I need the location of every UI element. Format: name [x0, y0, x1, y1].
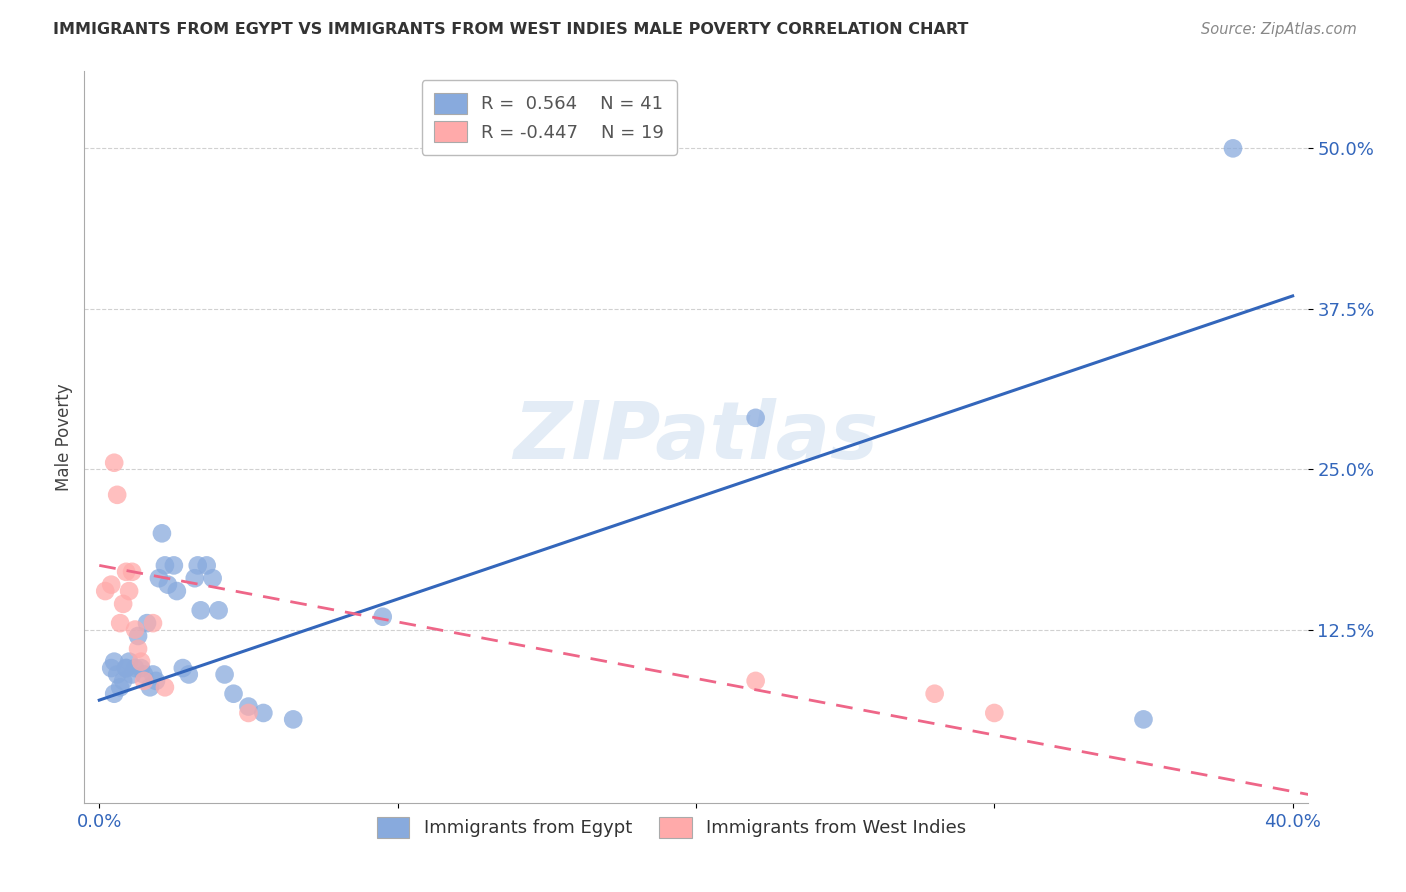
Point: [136, 616, 159, 631]
Point: [150, 526, 173, 541]
Point: [103, 655, 125, 669]
Point: [94, 584, 117, 599]
Point: [124, 661, 146, 675]
Point: [184, 571, 207, 585]
Point: [132, 673, 155, 688]
Point: [108, 681, 131, 695]
Point: [924, 687, 946, 701]
Point: [142, 667, 165, 681]
Point: [115, 661, 138, 675]
Point: [166, 584, 188, 599]
Point: [118, 584, 141, 599]
Point: [983, 706, 1005, 720]
Point: [195, 558, 218, 573]
Point: [112, 597, 135, 611]
Point: [142, 616, 165, 631]
Legend: Immigrants from Egypt, Immigrants from West Indies: Immigrants from Egypt, Immigrants from W…: [370, 810, 973, 845]
Point: [127, 641, 149, 656]
Point: [124, 623, 146, 637]
Text: Source: ZipAtlas.com: Source: ZipAtlas.com: [1201, 22, 1357, 37]
Point: [105, 667, 128, 681]
Point: [153, 681, 176, 695]
Point: [145, 673, 167, 688]
Point: [148, 571, 170, 585]
Point: [118, 655, 141, 669]
Point: [201, 571, 224, 585]
Point: [105, 488, 128, 502]
Point: [127, 629, 149, 643]
Point: [121, 667, 143, 681]
Point: [153, 558, 176, 573]
Point: [238, 699, 260, 714]
Point: [103, 687, 125, 701]
Point: [163, 558, 186, 573]
Point: [172, 661, 194, 675]
Point: [238, 706, 260, 720]
Point: [371, 609, 394, 624]
Point: [252, 706, 274, 720]
Y-axis label: Male Poverty: Male Poverty: [55, 384, 73, 491]
Point: [1132, 712, 1154, 726]
Point: [132, 667, 155, 681]
Text: ZIPatlas: ZIPatlas: [513, 398, 879, 476]
Point: [744, 410, 766, 425]
Point: [100, 661, 122, 675]
Point: [108, 616, 131, 631]
Point: [744, 673, 766, 688]
Point: [283, 712, 305, 726]
Point: [207, 603, 229, 617]
Point: [112, 673, 135, 688]
Point: [115, 565, 138, 579]
Point: [187, 558, 209, 573]
Point: [190, 603, 212, 617]
Point: [129, 655, 152, 669]
Point: [156, 577, 179, 591]
Point: [115, 661, 138, 675]
Text: IMMIGRANTS FROM EGYPT VS IMMIGRANTS FROM WEST INDIES MALE POVERTY CORRELATION CH: IMMIGRANTS FROM EGYPT VS IMMIGRANTS FROM…: [53, 22, 969, 37]
Point: [214, 667, 236, 681]
Point: [222, 687, 245, 701]
Point: [103, 456, 125, 470]
Point: [121, 565, 143, 579]
Point: [177, 667, 200, 681]
Point: [1222, 141, 1244, 155]
Point: [129, 661, 152, 675]
Point: [100, 577, 122, 591]
Point: [139, 681, 162, 695]
